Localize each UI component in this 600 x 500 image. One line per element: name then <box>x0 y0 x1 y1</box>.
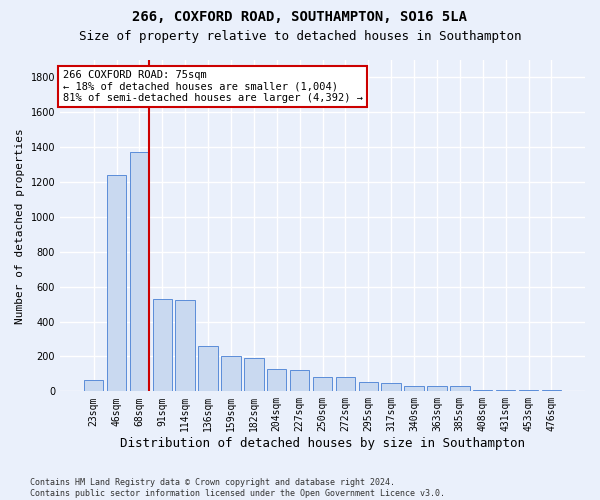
Bar <box>335 378 355 392</box>
Bar <box>404 386 424 392</box>
Text: 266 COXFORD ROAD: 75sqm
← 18% of detached houses are smaller (1,004)
81% of semi: 266 COXFORD ROAD: 75sqm ← 18% of detache… <box>62 70 362 103</box>
Bar <box>84 380 103 392</box>
Bar <box>382 382 401 392</box>
Bar <box>199 346 218 392</box>
Y-axis label: Number of detached properties: Number of detached properties <box>15 128 25 324</box>
Text: Size of property relative to detached houses in Southampton: Size of property relative to detached ho… <box>79 30 521 43</box>
Bar <box>542 390 561 392</box>
X-axis label: Distribution of detached houses by size in Southampton: Distribution of detached houses by size … <box>120 437 525 450</box>
Text: Contains HM Land Registry data © Crown copyright and database right 2024.
Contai: Contains HM Land Registry data © Crown c… <box>30 478 445 498</box>
Bar <box>221 356 241 392</box>
Bar <box>130 152 149 392</box>
Text: 266, COXFORD ROAD, SOUTHAMPTON, SO16 5LA: 266, COXFORD ROAD, SOUTHAMPTON, SO16 5LA <box>133 10 467 24</box>
Bar <box>152 299 172 392</box>
Bar <box>175 300 195 392</box>
Bar <box>313 376 332 392</box>
Bar <box>359 382 378 392</box>
Bar <box>290 370 310 392</box>
Bar <box>496 390 515 392</box>
Bar <box>427 386 446 392</box>
Bar <box>473 390 493 392</box>
Bar <box>519 390 538 392</box>
Bar <box>267 368 286 392</box>
Bar <box>450 386 470 392</box>
Bar <box>244 358 263 392</box>
Bar <box>107 175 126 392</box>
